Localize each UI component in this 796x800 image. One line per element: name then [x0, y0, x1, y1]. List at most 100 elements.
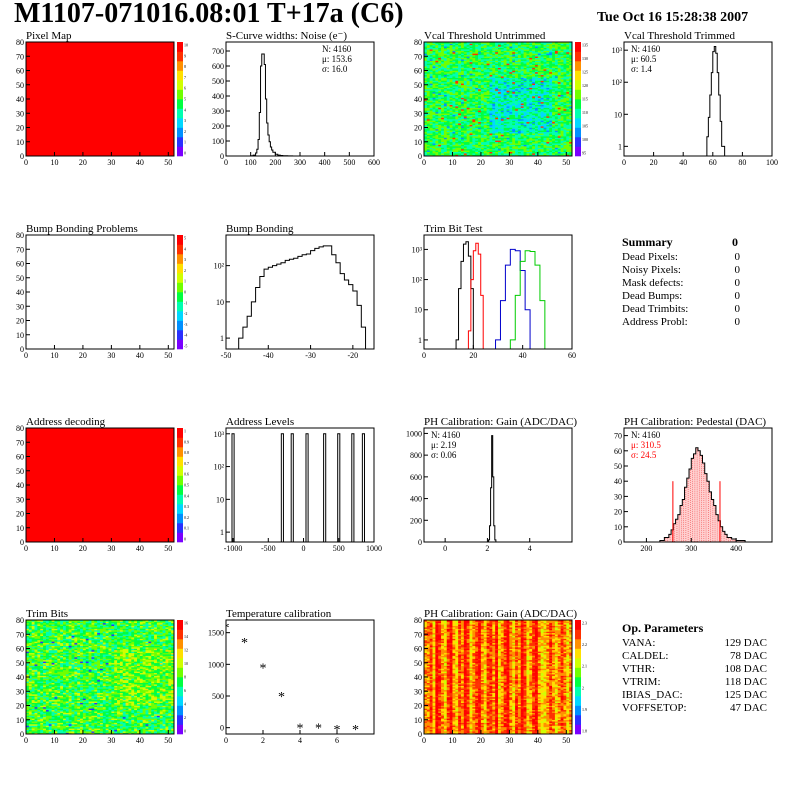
x-tick-label: 4: [528, 544, 532, 553]
chart-svg: Temperature calibration********024605001…: [200, 608, 398, 800]
op-param-label: VTRIM:: [622, 676, 717, 689]
summary-label: Dead Bumps:: [622, 290, 732, 303]
y-tick-label: 10: [614, 110, 622, 119]
color-scale-step: [177, 292, 183, 302]
color-scale-step: [575, 42, 581, 52]
y-tick-label: 10²: [412, 276, 423, 285]
address-peak: [362, 434, 364, 542]
color-scale-tick-label: 1: [184, 279, 186, 284]
x-tick-label: 40: [136, 351, 144, 360]
y-tick-label: 20: [16, 510, 24, 519]
x-tick-label: 20: [477, 736, 485, 745]
color-scale-tick-label: 130: [582, 56, 588, 61]
color-scale-step: [575, 696, 581, 706]
y-tick-label: 50: [614, 462, 622, 471]
y-tick-label: 0: [618, 538, 622, 547]
scatter-point: *: [352, 723, 359, 738]
y-tick-label: 70: [16, 630, 24, 639]
color-scale-tick-label: 8: [184, 64, 186, 69]
op-param-value: 108 DAC: [717, 663, 767, 676]
summary-row: Mask defects:0: [622, 277, 740, 290]
x-tick-label: 50: [164, 351, 172, 360]
x-tick-label: -40: [263, 351, 274, 360]
x-tick-label: 30: [107, 158, 115, 167]
x-tick-label: 50: [164, 158, 172, 167]
address-peak: [338, 434, 340, 542]
color-scale-tick-label: 105: [582, 124, 588, 129]
x-tick-label: -20: [348, 351, 359, 360]
x-tick-label: 400: [730, 544, 742, 553]
color-scale-step: [177, 447, 183, 457]
plot-area: [232, 434, 364, 542]
x-tick-label: -50: [221, 351, 232, 360]
color-scale: 2.32.22.121.91.8: [575, 620, 587, 734]
y-tick-label: 20: [16, 317, 24, 326]
summary-label: Dead Pixels:: [622, 251, 732, 264]
histogram-line: [487, 436, 495, 544]
color-scale-tick-label: 0.3: [184, 504, 189, 509]
chart-svg: Address decoding10.90.80.70.60.50.40.30.…: [0, 416, 198, 608]
x-tick-label: 20: [477, 158, 485, 167]
color-scale-step: [177, 630, 183, 640]
color-scale-tick-label: 2.2: [582, 642, 587, 647]
y-tick-label: 600: [410, 473, 422, 482]
color-scale-step: [575, 649, 581, 659]
stats-mean: μ: 60.5: [631, 54, 657, 64]
x-tick-label: 100: [245, 158, 257, 167]
heatmap-cells: [424, 620, 572, 734]
y-tick-label: 500: [212, 77, 224, 86]
y-tick-label: 1: [618, 142, 622, 151]
stats-N: N: 4160: [631, 44, 661, 54]
scatter-point: *: [278, 690, 285, 705]
y-tick-label: 1000: [208, 660, 224, 669]
y-tick-label: 400: [212, 92, 224, 101]
histogram-line: [704, 47, 725, 158]
color-scale-step: [575, 706, 581, 716]
y-tick-label: 20: [414, 124, 422, 133]
color-scale-tick-label: 115: [582, 97, 588, 102]
color-scale-step: [177, 533, 183, 543]
color-scale-tick-label: 1.8: [582, 729, 587, 734]
y-tick-label: 40: [16, 673, 24, 682]
color-scale-step: [575, 725, 581, 735]
color-scale-tick-label: 0.4: [184, 493, 189, 498]
plot-area: [487, 436, 495, 544]
color-scale-step: [575, 99, 581, 109]
color-scale-step: [177, 137, 183, 147]
y-tick-label: 80: [16, 616, 24, 625]
color-scale-tick-label: 0.8: [184, 450, 189, 455]
color-scale-tick-label: 12: [184, 648, 188, 653]
color-scale-tick-label: 5: [184, 97, 186, 102]
y-tick-label: 0: [20, 538, 24, 547]
plot-area: [26, 428, 174, 542]
op-param-row: VTRIM:118 DAC: [622, 676, 767, 689]
x-tick-label: 0: [443, 544, 447, 553]
color-scale-tick-label: 0.6: [184, 472, 189, 477]
color-scale-step: [177, 649, 183, 659]
color-scale-tick-label: 16: [184, 621, 188, 626]
x-tick-label: 0: [622, 158, 626, 167]
chart-title: Trim Bits: [26, 608, 68, 620]
heatmap-fill: [26, 428, 174, 542]
address-peak: [306, 434, 308, 542]
plot-area: [456, 242, 545, 351]
y-tick-label: 30: [614, 492, 622, 501]
color-scale-step: [177, 668, 183, 678]
op-parameters-panel: Op. Parameters VANA:129 DAC CALDEL:78 DA…: [622, 622, 767, 715]
color-scale-tick-label: 2: [184, 268, 186, 273]
color-scale-step: [177, 235, 183, 245]
op-param-label: VANA:: [622, 637, 717, 650]
color-scale-step: [575, 118, 581, 128]
op-param-label: CALDEL:: [622, 650, 717, 663]
op-param-row: VOFFSETOP:47 DAC: [622, 702, 767, 715]
plot-area: [704, 47, 725, 158]
y-tick-label: 100: [212, 137, 224, 146]
plot-area: [424, 620, 572, 734]
